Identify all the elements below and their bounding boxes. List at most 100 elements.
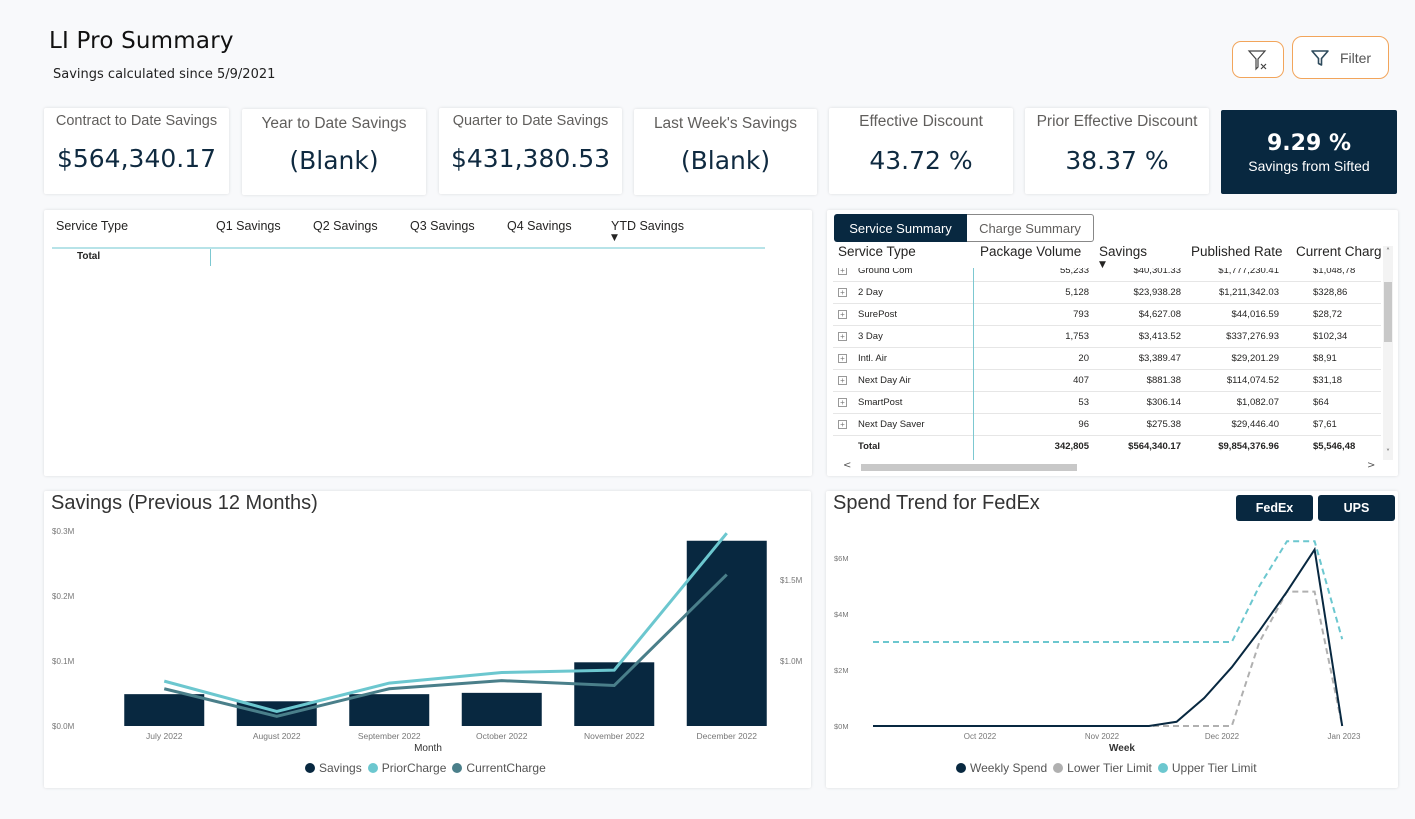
x-tick-label: Dec 2022 bbox=[1205, 732, 1240, 741]
cell-service-type: SmartPost bbox=[858, 397, 903, 408]
scrollbar-thumb[interactable] bbox=[861, 464, 1077, 471]
x-tick-label: December 2022 bbox=[697, 731, 758, 741]
legend-lower-tier-dot bbox=[1053, 763, 1064, 773]
table-row[interactable]: + SmartPost 53 $306.14 $1,082.07 $64 bbox=[833, 392, 1381, 414]
kpi-label: Year to Date Savings bbox=[261, 115, 407, 132]
expand-icon[interactable]: + bbox=[838, 376, 847, 385]
filter-button[interactable]: Filter bbox=[1292, 36, 1389, 79]
table-row[interactable]: + Ground Com 55,233 $40,301.33 $1,777,230.41… bbox=[833, 268, 1381, 282]
page-title: LI Pro Summary bbox=[49, 28, 234, 54]
expand-icon[interactable]: + bbox=[838, 268, 847, 275]
cell-current-charge: $31,18 bbox=[1313, 375, 1343, 386]
y-tick-label: $0.2M bbox=[52, 592, 75, 601]
expand-icon[interactable]: + bbox=[838, 398, 847, 407]
table-row[interactable]: + Intl. Air 20 $3,389.47 $29,201.29 $8,91 bbox=[833, 348, 1381, 370]
y-tick-label: $0.3M bbox=[52, 527, 75, 536]
expand-icon[interactable]: + bbox=[838, 310, 847, 319]
cell-published-rate: $337,276.93 bbox=[1226, 331, 1279, 342]
quarterly-savings-table: Service Type Q1 Savings Q2 Savings Q3 Sa… bbox=[44, 210, 812, 476]
y-tick-label: $2M bbox=[834, 666, 849, 675]
table-row[interactable]: + SurePost 793 $4,627.08 $44,016.59 $28,72 bbox=[833, 304, 1381, 326]
savings-chart: $0.0M $0.1M $0.2M $0.3M $1.0M $1.5M July 2022 A… bbox=[52, 527, 803, 754]
table-row[interactable]: + Next Day Saver 96 $275.38 $29,446.40 $7,61 bbox=[833, 414, 1381, 436]
column-header-q4[interactable]: Q4 Savings bbox=[507, 219, 572, 233]
cell-service-type: Ground Com bbox=[858, 268, 913, 276]
expand-icon[interactable]: + bbox=[838, 288, 847, 297]
x-tick-label: Jan 2023 bbox=[1328, 732, 1361, 741]
cell-package-volume: 5,128 bbox=[1065, 287, 1089, 298]
legend-currentcharge[interactable]: CurrentCharge bbox=[466, 761, 546, 775]
expand-icon[interactable]: + bbox=[838, 354, 847, 363]
cell-service-type: Intl. Air bbox=[858, 353, 888, 364]
kpi-label: Quarter to Date Savings bbox=[452, 113, 609, 129]
cell-service-type: SurePost bbox=[858, 309, 898, 320]
kpi-value: $564,340.17 bbox=[56, 144, 217, 173]
cell-savings: $306.14 bbox=[1146, 397, 1181, 408]
column-header-q1[interactable]: Q1 Savings bbox=[216, 219, 281, 233]
line-currentcharge bbox=[163, 573, 728, 718]
column-header-published-rate[interactable]: Published Rate bbox=[1191, 244, 1283, 259]
horizontal-scrollbar[interactable]: < > bbox=[837, 460, 1383, 472]
scroll-right-icon[interactable]: > bbox=[1367, 460, 1376, 471]
cell-current-charge: $28,72 bbox=[1313, 309, 1343, 320]
line-upper-tier-limit bbox=[873, 540, 1344, 643]
table-row[interactable]: +3 Day 1,753 $3,413.52 $337,276.93 $102,34 bbox=[833, 326, 1381, 348]
legend-weekly-spend[interactable]: Weekly Spend bbox=[970, 761, 1048, 775]
legend-weekly-spend-dot bbox=[956, 763, 966, 773]
expand-icon[interactable]: + bbox=[838, 420, 847, 429]
filter-icon bbox=[1311, 49, 1329, 66]
column-header-service-type[interactable]: Service Type bbox=[838, 244, 916, 259]
column-header-current-charge[interactable]: Current Charg bbox=[1296, 244, 1381, 259]
table-row[interactable]: + Next Day Air 407 $881.38 $114,074.52 $31,18 bbox=[833, 370, 1381, 392]
legend-currentcharge-dot bbox=[452, 763, 463, 773]
cell-package-volume: 20 bbox=[1078, 353, 1089, 364]
column-header-service-type[interactable]: Service Type bbox=[56, 219, 129, 233]
scroll-up-icon[interactable]: ˄ bbox=[1386, 247, 1390, 256]
kpi-label: Contract to Date Savings bbox=[55, 113, 218, 129]
filter-label: Filter bbox=[1339, 49, 1372, 66]
column-header-q3[interactable]: Q3 Savings bbox=[410, 219, 475, 233]
scroll-down-icon[interactable]: ˅ bbox=[1386, 448, 1390, 457]
legend-priorcharge[interactable]: PriorCharge bbox=[381, 761, 447, 775]
cell-savings: $4,627.08 bbox=[1138, 309, 1181, 320]
table-row[interactable]: +2 Day 5,128 $23,938.28 $1,211,342.03 $328,8… bbox=[833, 282, 1381, 304]
cell-current-charge: $1,048,78 bbox=[1313, 268, 1356, 276]
column-header-savings[interactable]: Savings bbox=[1099, 244, 1148, 259]
column-header-q2[interactable]: Q2 Savings bbox=[313, 219, 378, 233]
x-tick-label: November 2022 bbox=[584, 731, 645, 741]
kpi-year-to-date: Year to Date Savings (Blank) bbox=[242, 109, 426, 195]
scroll-left-icon[interactable]: < bbox=[843, 460, 852, 471]
vertical-scrollbar[interactable]: ˄ ˅ bbox=[1383, 246, 1393, 460]
legend-lower-tier[interactable]: Lower Tier Limit bbox=[1067, 761, 1152, 775]
cell-savings: $275.38 bbox=[1146, 419, 1181, 430]
fedex-button[interactable]: FedEx bbox=[1236, 495, 1313, 521]
y-tick-label: $4M bbox=[834, 610, 849, 619]
scrollbar-thumb[interactable] bbox=[1384, 282, 1392, 342]
kpi-value: 38.37 % bbox=[1065, 146, 1169, 175]
sort-desc-icon: ▼ bbox=[1099, 260, 1106, 270]
ups-button[interactable]: UPS bbox=[1318, 495, 1395, 521]
kpi-prior-effective-discount: Prior Effective Discount 38.37 % bbox=[1025, 108, 1209, 194]
kpi-value: 9.29 % bbox=[1267, 131, 1351, 156]
legend-savings[interactable]: Savings bbox=[319, 761, 362, 775]
kpi-label: Savings from Sifted bbox=[1248, 158, 1370, 174]
cell-service-type: 2 Day bbox=[858, 287, 883, 298]
page-subtitle: Savings calculated since 5/9/2021 bbox=[53, 67, 276, 82]
tab-service-summary[interactable]: Service Summary bbox=[834, 214, 967, 242]
column-header-ytd[interactable]: YTD Savings bbox=[611, 219, 684, 233]
bar-savings bbox=[574, 662, 655, 726]
column-header-package-volume[interactable]: Package Volume bbox=[980, 244, 1082, 259]
sort-desc-icon: ▼ bbox=[611, 233, 618, 243]
legend-upper-tier[interactable]: Upper Tier Limit bbox=[1171, 761, 1257, 775]
cell-published-rate: $44,016.59 bbox=[1231, 309, 1279, 320]
expand-icon[interactable]: + bbox=[838, 332, 847, 341]
tab-charge-summary[interactable]: Charge Summary bbox=[967, 214, 1094, 242]
cell-current-charge: $102,34 bbox=[1313, 331, 1348, 342]
clear-filters-button[interactable] bbox=[1232, 41, 1284, 78]
kpi-value: (Blank) bbox=[289, 146, 379, 175]
cell-package-volume: 96 bbox=[1078, 419, 1089, 430]
cell-package-volume: 407 bbox=[1073, 375, 1089, 386]
header-divider bbox=[52, 247, 765, 249]
column-divider bbox=[210, 249, 211, 266]
x-tick-label: Oct 2022 bbox=[964, 732, 997, 741]
